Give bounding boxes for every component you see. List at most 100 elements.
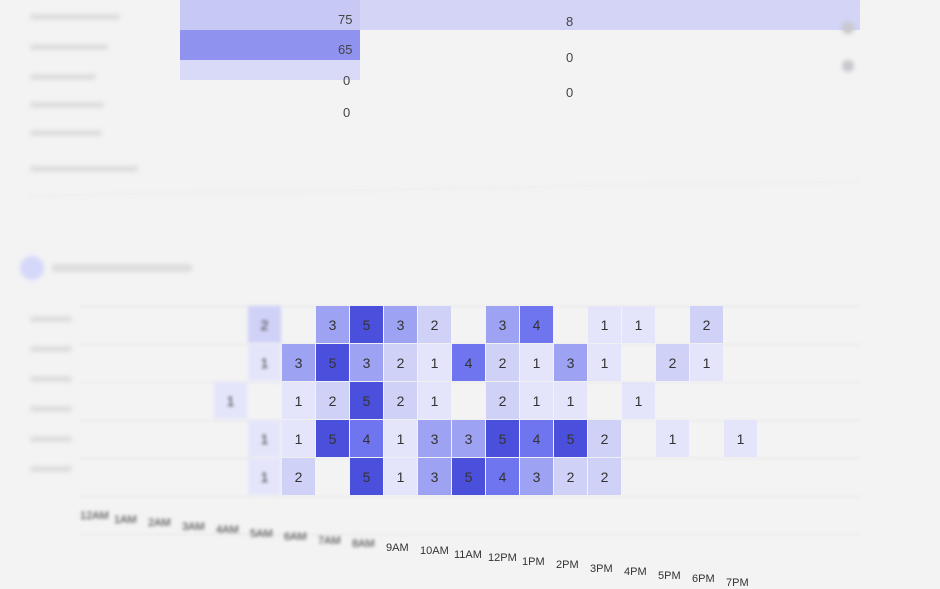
x-tick-label: 7AM bbox=[318, 534, 341, 547]
heatmap-cell[interactable]: 2 bbox=[486, 344, 519, 381]
heatmap-cell[interactable]: 1 bbox=[622, 382, 655, 419]
heatmap-cell[interactable]: 4 bbox=[350, 420, 383, 457]
heatmap-cell[interactable]: 5 bbox=[316, 420, 349, 457]
heatmap-cell[interactable]: 3 bbox=[486, 306, 519, 343]
y-label bbox=[30, 436, 72, 442]
heatmap-cell[interactable]: 1 bbox=[282, 420, 315, 457]
heatmap-cell[interactable]: 1 bbox=[622, 306, 655, 343]
heatmap-cell[interactable]: 1 bbox=[418, 382, 451, 419]
x-tick-label: 8AM bbox=[352, 538, 375, 550]
grid-line bbox=[80, 382, 860, 383]
heatmap-cell[interactable]: 2 bbox=[656, 344, 689, 381]
row-label bbox=[30, 14, 120, 20]
x-tick-label: 1PM bbox=[522, 555, 545, 568]
table-bar bbox=[180, 0, 360, 30]
heatmap-cell[interactable]: 2 bbox=[588, 458, 621, 495]
grid-line bbox=[80, 306, 860, 307]
row-label bbox=[30, 130, 102, 136]
heatmap-cell[interactable]: 2 bbox=[588, 420, 621, 457]
heatmap-cell[interactable]: 1 bbox=[248, 420, 281, 457]
section-icon bbox=[20, 256, 44, 280]
heatmap-cell[interactable]: 5 bbox=[350, 458, 383, 495]
x-tick-label: 11AM bbox=[454, 548, 482, 561]
heatmap-cell[interactable]: 1 bbox=[724, 420, 757, 457]
heatmap-cell[interactable]: 4 bbox=[452, 344, 485, 381]
heatmap-cell[interactable]: 2 bbox=[248, 306, 281, 343]
heatmap-cell[interactable]: 5 bbox=[316, 344, 349, 381]
row-icon[interactable] bbox=[842, 60, 854, 72]
heatmap-cell[interactable]: 1 bbox=[520, 382, 553, 419]
y-label bbox=[30, 406, 72, 412]
heatmap-cell[interactable]: 1 bbox=[418, 344, 451, 381]
x-tick-label: 2PM bbox=[556, 559, 579, 571]
grid-line bbox=[80, 496, 860, 497]
heatmap-cell[interactable]: 4 bbox=[520, 420, 553, 457]
row-label bbox=[30, 102, 104, 108]
heatmap-cell[interactable]: 1 bbox=[248, 344, 281, 381]
x-tick-label: 12PM bbox=[488, 552, 517, 564]
x-tick-label: 9AM bbox=[386, 541, 409, 554]
table-bar bbox=[360, 0, 860, 30]
x-tick-label: 2AM bbox=[148, 517, 171, 529]
table-cell: 0 bbox=[343, 73, 351, 88]
heatmap-cell[interactable]: 1 bbox=[520, 344, 553, 381]
row-label bbox=[30, 74, 96, 80]
heatmap-cell[interactable]: 3 bbox=[554, 344, 587, 381]
heatmap-cell[interactable]: 1 bbox=[588, 306, 621, 343]
heatmap-cell[interactable]: 5 bbox=[350, 306, 383, 343]
table-cell: 0 bbox=[343, 105, 351, 120]
y-label bbox=[30, 376, 72, 382]
heatmap-cell[interactable]: 1 bbox=[384, 420, 417, 457]
heatmap-cell[interactable]: 2 bbox=[690, 306, 723, 343]
heatmap-cell[interactable]: 5 bbox=[554, 420, 587, 457]
heatmap-cell[interactable]: 1 bbox=[690, 344, 723, 381]
heatmap-cell[interactable]: 4 bbox=[520, 306, 553, 343]
y-label bbox=[30, 316, 72, 322]
y-label bbox=[30, 346, 72, 352]
heatmap-cell[interactable]: 3 bbox=[418, 458, 451, 495]
x-tick-label: 3PM bbox=[590, 562, 613, 575]
heatmap-cell[interactable]: 2 bbox=[316, 382, 349, 419]
table-bar bbox=[180, 60, 360, 80]
heatmap-cell[interactable]: 2 bbox=[418, 306, 451, 343]
heatmap-cell[interactable]: 5 bbox=[486, 420, 519, 457]
top-table: 75 8 65 0 0 0 0 bbox=[0, 0, 940, 200]
grid-line bbox=[80, 534, 860, 535]
heatmap-cell[interactable]: 2 bbox=[486, 382, 519, 419]
heatmap-cell[interactable]: 3 bbox=[282, 344, 315, 381]
table-divider bbox=[30, 180, 860, 197]
heatmap-cell[interactable]: 1 bbox=[554, 382, 587, 419]
row-icon[interactable] bbox=[842, 22, 854, 34]
x-tick-label: 1AM bbox=[114, 513, 137, 526]
x-tick-label: 10AM bbox=[420, 545, 449, 557]
section-title bbox=[52, 264, 192, 272]
heatmap-cell[interactable]: 2 bbox=[554, 458, 587, 495]
heatmap-cell[interactable]: 4 bbox=[486, 458, 519, 495]
heatmap-cell[interactable]: 3 bbox=[316, 306, 349, 343]
x-tick-label: 6PM bbox=[692, 573, 715, 585]
heatmap-cell[interactable]: 1 bbox=[656, 420, 689, 457]
heatmap-cell[interactable]: 5 bbox=[452, 458, 485, 495]
heatmap-cell[interactable]: 3 bbox=[452, 420, 485, 457]
heatmap-cell[interactable]: 1 bbox=[588, 344, 621, 381]
heatmap-cell[interactable]: 1 bbox=[282, 382, 315, 419]
heatmap-cell[interactable]: 1 bbox=[214, 382, 247, 419]
heatmap-cell[interactable]: 1 bbox=[248, 458, 281, 495]
x-tick-label: 4PM bbox=[624, 566, 647, 578]
table-cell: 65 bbox=[338, 42, 353, 57]
heatmap-cell[interactable]: 3 bbox=[418, 420, 451, 457]
heatmap-cell[interactable]: 2 bbox=[384, 382, 417, 419]
row-label bbox=[30, 44, 108, 50]
x-tick-label: 5AM bbox=[250, 527, 273, 540]
heatmap-cell[interactable]: 5 bbox=[350, 382, 383, 419]
heatmap-cell[interactable]: 2 bbox=[384, 344, 417, 381]
heatmap-cell[interactable]: 1 bbox=[384, 458, 417, 495]
heatmap-cell[interactable]: 3 bbox=[350, 344, 383, 381]
table-bar bbox=[180, 30, 360, 60]
x-tick-label: 12AM bbox=[80, 510, 109, 522]
x-tick-label: 6AM bbox=[284, 531, 307, 543]
heatmap-cell[interactable]: 3 bbox=[384, 306, 417, 343]
heatmap-cell[interactable]: 2 bbox=[282, 458, 315, 495]
heatmap-cell[interactable]: 3 bbox=[520, 458, 553, 495]
